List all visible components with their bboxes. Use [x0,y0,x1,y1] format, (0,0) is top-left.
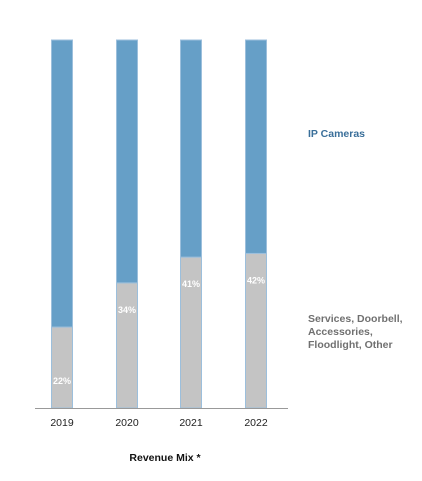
bar-services-2019 [51,326,73,409]
data-label-2019: 22% [53,376,71,386]
bar-services-2020 [116,282,138,409]
tick-label-2021: 2021 [179,417,203,429]
bar-ip-cameras-2020 [116,39,138,284]
bar-ip-cameras-2022 [245,39,267,254]
legend-services-other: Services, Doorbell, Accessories, Floodli… [308,313,403,351]
data-label-2022: 42% [247,275,265,285]
legend-ip-cameras: IP Cameras [308,128,366,140]
tick-label-2022: 2022 [244,417,268,429]
bar-ip-cameras-2019 [51,39,73,328]
data-label-2020: 34% [118,305,136,315]
bars-group: 22% 34% 41% 42% [51,39,267,409]
bar-ip-cameras-2021 [180,39,202,258]
x-axis-label: Revenue Mix * [129,452,201,464]
data-label-2021: 41% [182,279,200,289]
tick-label-2019: 2019 [50,417,74,429]
tick-label-2020: 2020 [115,417,139,429]
tick-labels-group: 2019 2020 2021 2022 [50,417,268,429]
